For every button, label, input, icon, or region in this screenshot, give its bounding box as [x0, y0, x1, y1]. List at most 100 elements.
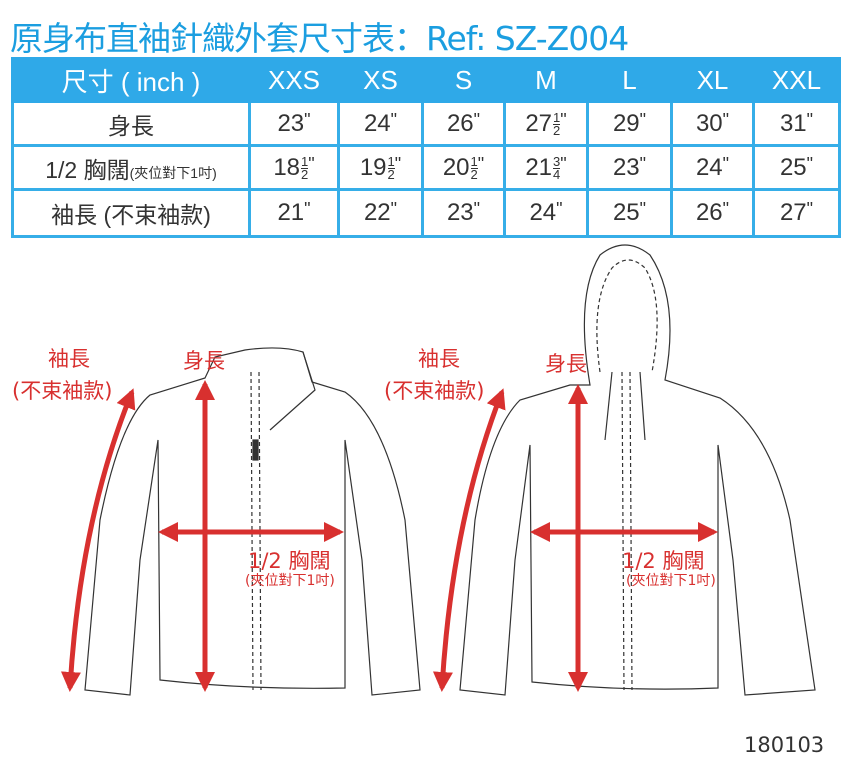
inch-mark: ": [556, 199, 563, 219]
size-header-xl: XL: [670, 57, 755, 103]
table-row: 1/2 胸闊(夾位對下1吋) 18 1 2 " 19 1 2 " 20 1 2 " 21 3 4 " 23" 24"…: [11, 144, 841, 191]
table-cell: 18 1 2 ": [248, 144, 340, 191]
inch-mark: ": [639, 199, 647, 219]
sleeve-note-1: (不束袖款): [12, 379, 113, 403]
jacket-stand-collar: [84, 347, 421, 696]
cell-whole: 29: [612, 109, 640, 137]
inch-mark: ": [722, 109, 730, 130]
length-label-2: 身長: [545, 352, 587, 376]
table-cell: 25": [586, 188, 673, 238]
row-label-text: 1/2 胸闊: [45, 156, 130, 183]
inch-mark: ": [308, 153, 315, 174]
cell-whole: 21: [525, 153, 553, 181]
inch-mark: ": [394, 153, 402, 174]
size-header-l: L: [586, 57, 673, 103]
table-cell: 22": [337, 188, 424, 238]
cell-whole: 27: [525, 109, 553, 137]
chart-code: 180103: [744, 733, 825, 757]
inch-mark: ": [639, 109, 647, 130]
row-label-text: 袖長 (不束袖款): [51, 202, 211, 228]
table-row: 身長 23" 24" 26" 27 1 2 " 29" 30" 31": [11, 100, 841, 147]
cell-whole: 26: [695, 199, 723, 226]
chest-label-1: 1/2 胸闊: [248, 549, 331, 573]
row-label-text: 身長: [108, 112, 154, 139]
size-header-xxl: XXL: [752, 57, 841, 103]
inch-mark: ": [477, 153, 485, 174]
row-label-note: (夾位對下1吋): [129, 164, 217, 181]
length-label-1: 身長: [183, 349, 225, 373]
inch-mark: ": [806, 153, 814, 174]
inch-mark: ": [722, 153, 730, 174]
header-label: 尺寸 ( inch ): [11, 57, 251, 103]
table-cell: 30": [670, 100, 755, 147]
inch-mark: ": [304, 199, 311, 219]
table-cell: 27 1 2 ": [503, 100, 589, 147]
table-cell: 19 1 2 ": [337, 144, 424, 191]
fraction-numerator: 1: [387, 153, 395, 169]
table-cell: 27": [752, 188, 841, 238]
fraction-numerator: 1: [301, 153, 309, 169]
row-label: 身長: [11, 100, 251, 147]
inch-mark: ": [806, 109, 814, 130]
size-header-s: S: [421, 57, 506, 103]
cell-whole: 27: [779, 199, 807, 226]
table-cell: 23": [421, 188, 506, 238]
sleeve-arrow-2: [432, 388, 506, 692]
table-cell: 29": [586, 100, 673, 147]
cell-whole: 30: [695, 109, 723, 137]
cell-whole: 26: [446, 109, 474, 137]
cell-whole: 24: [529, 199, 557, 226]
sleeve-label-2: 袖長: [418, 347, 460, 371]
row-label: 袖長 (不束袖款): [11, 188, 251, 238]
cell-whole: 19: [359, 153, 387, 181]
inch-mark: ": [304, 109, 311, 130]
table-cell: 24": [670, 144, 755, 191]
fraction-numerator: 1: [470, 153, 478, 169]
cell-whole: 23: [612, 153, 640, 181]
inch-mark: ": [639, 153, 647, 174]
jacket-hooded: [459, 244, 816, 696]
fraction-numerator: 1: [553, 109, 561, 125]
table-cell: 25": [752, 144, 841, 191]
inch-mark: ": [390, 199, 398, 219]
cell-whole: 24: [363, 109, 391, 137]
cell-whole: 25: [779, 153, 807, 181]
cell-whole: 18: [273, 153, 301, 181]
page-title: 原身布直袖針織外套尺寸表：Ref: SZ-Z004: [10, 19, 629, 58]
sleeve-arrow-1: [60, 388, 136, 692]
inch-mark: ": [473, 109, 481, 130]
cell-whole: 20: [442, 153, 470, 181]
sleeve-label-1: 袖長: [48, 347, 90, 371]
chest-note-2: (夾位對下1吋): [626, 573, 716, 589]
cell-whole: 25: [612, 199, 640, 226]
fraction-denominator: 2: [553, 122, 561, 138]
table-cell: 24": [503, 188, 589, 238]
cell-whole: 31: [779, 109, 807, 137]
table-cell: 21 3 4 ": [503, 144, 589, 191]
sleeve-note-2: (不束袖款): [384, 379, 485, 403]
fraction-denominator: 2: [301, 166, 309, 182]
chest-note-1: (夾位對下1吋): [245, 573, 335, 589]
inch-mark: ": [390, 109, 398, 130]
cell-whole: 21: [277, 199, 305, 226]
cell-whole: 22: [363, 199, 391, 226]
table-cell: 21": [248, 188, 340, 238]
inch-mark: ": [560, 109, 567, 130]
fraction-denominator: 2: [387, 166, 395, 182]
header-row: 尺寸 ( inch ) XXS XS S M L XL XXL: [11, 57, 841, 103]
table-row: 袖長 (不束袖款) 21" 22" 23" 24" 25" 26" 27": [11, 188, 841, 238]
cell-whole: 23: [446, 199, 474, 226]
table-cell: 20 1 2 ": [421, 144, 506, 191]
inch-mark: ": [473, 199, 481, 219]
measure-arrows: [60, 380, 718, 692]
size-header-xxs: XXS: [248, 57, 340, 103]
table-cell: 26": [670, 188, 755, 238]
inch-mark: ": [806, 199, 814, 219]
table-cell: 23": [586, 144, 673, 191]
